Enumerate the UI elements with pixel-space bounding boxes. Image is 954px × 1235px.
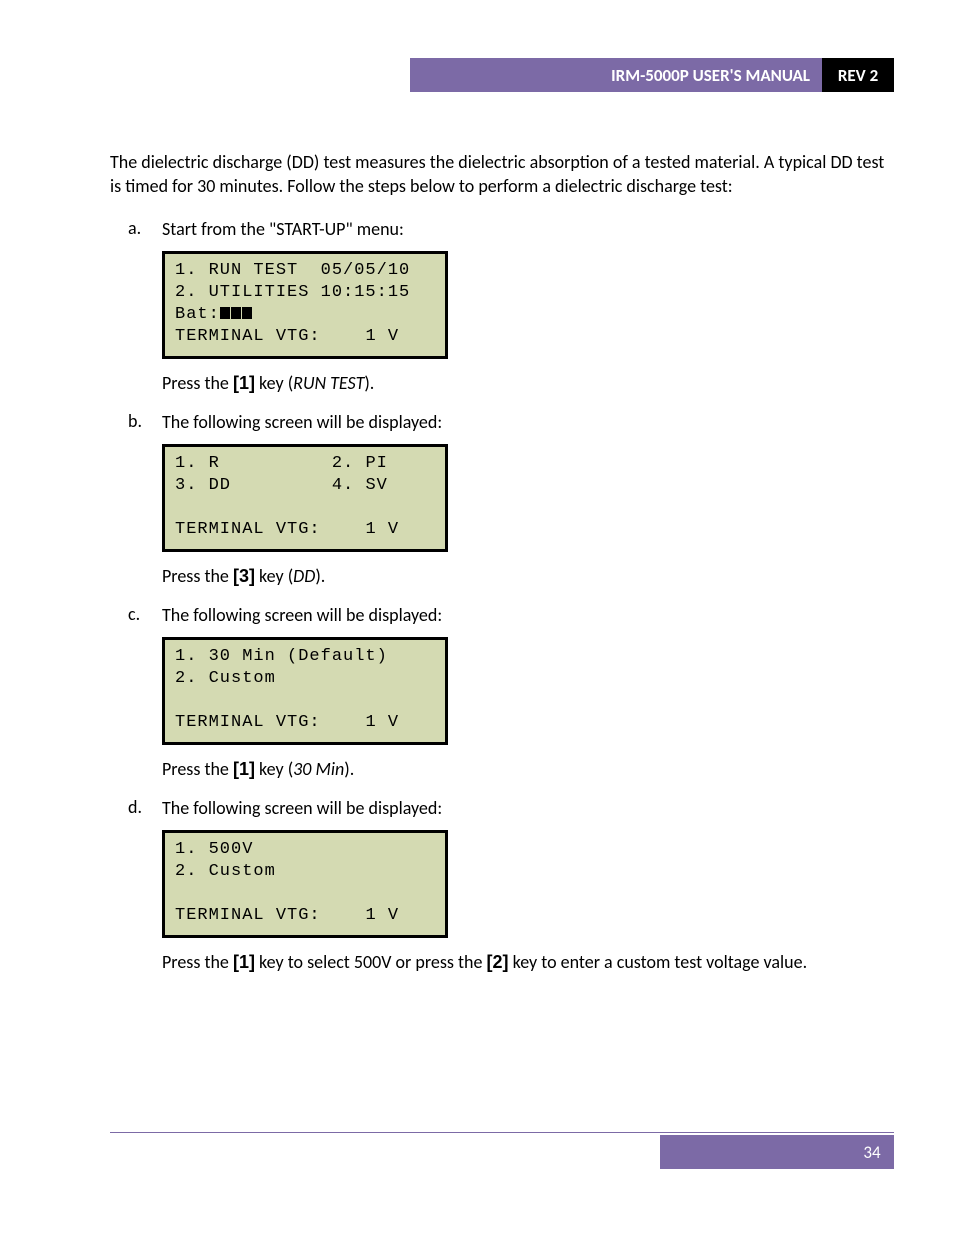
step-marker: b. bbox=[128, 410, 142, 432]
step-lead: The following screen will be displayed: bbox=[162, 796, 894, 820]
lcd-line: TERMINAL VTG: 1 V bbox=[175, 520, 399, 539]
lcd-screen: 1. 500V 2. Custom TERMINAL VTG: 1 V bbox=[162, 830, 448, 938]
step-instruction: Press the [1] key (30 Min). bbox=[162, 757, 894, 781]
step-marker: c. bbox=[128, 603, 140, 625]
keycap: [3] bbox=[233, 566, 255, 586]
step-d: d. The following screen will be displaye… bbox=[110, 796, 894, 975]
lcd-line: TERMINAL VTG: 1 V bbox=[175, 713, 399, 732]
page-header: IRM-5000P USER'S MANUAL REV 2 bbox=[110, 58, 894, 92]
lcd-line: TERMINAL VTG: 1 V bbox=[175, 906, 399, 925]
footer-rule bbox=[110, 1132, 894, 1133]
step-instruction: Press the [1] key (RUN TEST). bbox=[162, 371, 894, 395]
battery-bar-icon bbox=[220, 307, 230, 319]
keycap: [1] bbox=[233, 952, 255, 972]
battery-bar-icon bbox=[242, 307, 252, 319]
lcd-line bbox=[175, 691, 186, 710]
menu-option: RUN TEST bbox=[293, 372, 364, 394]
page-footer: 34 bbox=[660, 1135, 894, 1169]
battery-bar-icon bbox=[231, 307, 241, 319]
lcd-line: TERMINAL VTG: 1 V bbox=[175, 327, 399, 346]
keycap: [2] bbox=[487, 952, 509, 972]
lcd-line bbox=[175, 884, 186, 903]
step-marker: d. bbox=[128, 796, 142, 818]
keycap: [1] bbox=[233, 373, 255, 393]
lcd-line: 1. R 2. PI bbox=[175, 454, 388, 473]
step-instruction: Press the [1] key to select 500V or pres… bbox=[162, 950, 894, 974]
lcd-line: 1. 500V bbox=[175, 840, 253, 859]
intro-paragraph: The dielectric discharge (DD) test measu… bbox=[110, 150, 894, 199]
keycap: [1] bbox=[233, 759, 255, 779]
page-number: 34 bbox=[850, 1135, 894, 1169]
lcd-screen: 1. RUN TEST 05/05/10 2. UTILITIES 10:15:… bbox=[162, 251, 448, 359]
step-lead: The following screen will be displayed: bbox=[162, 410, 894, 434]
menu-option: 30 Min bbox=[293, 758, 344, 780]
lcd-line: Bat: bbox=[175, 305, 253, 324]
page-container: IRM-5000P USER'S MANUAL REV 2 The dielec… bbox=[0, 0, 954, 1235]
header-rev: REV 2 bbox=[822, 58, 894, 92]
lcd-line: 2. UTILITIES 10:15:15 bbox=[175, 283, 410, 302]
lcd-line bbox=[175, 498, 186, 517]
lcd-line: 1. 30 Min (Default) bbox=[175, 647, 388, 666]
lcd-line: 1. RUN TEST 05/05/10 bbox=[175, 261, 410, 280]
header-spacer bbox=[110, 58, 410, 92]
menu-option: DD bbox=[293, 565, 315, 587]
lcd-line: 3. DD 4. SV bbox=[175, 476, 388, 495]
header-title: IRM-5000P USER'S MANUAL bbox=[410, 58, 822, 92]
footer-spacer bbox=[660, 1135, 850, 1169]
step-list: a. Start from the "START-UP" menu: 1. RU… bbox=[110, 217, 894, 975]
step-instruction: Press the [3] key (DD). bbox=[162, 564, 894, 588]
lcd-line: 2. Custom bbox=[175, 862, 276, 881]
lcd-screen: 1. 30 Min (Default) 2. Custom TERMINAL V… bbox=[162, 637, 448, 745]
step-a: a. Start from the "START-UP" menu: 1. RU… bbox=[110, 217, 894, 396]
step-marker: a. bbox=[128, 217, 141, 239]
step-b: b. The following screen will be displaye… bbox=[110, 410, 894, 589]
lcd-line: 2. Custom bbox=[175, 669, 276, 688]
lcd-screen: 1. R 2. PI 3. DD 4. SV TERMINAL VTG: 1 V bbox=[162, 444, 448, 552]
step-lead: Start from the "START-UP" menu: bbox=[162, 217, 894, 241]
step-lead: The following screen will be displayed: bbox=[162, 603, 894, 627]
step-c: c. The following screen will be displaye… bbox=[110, 603, 894, 782]
